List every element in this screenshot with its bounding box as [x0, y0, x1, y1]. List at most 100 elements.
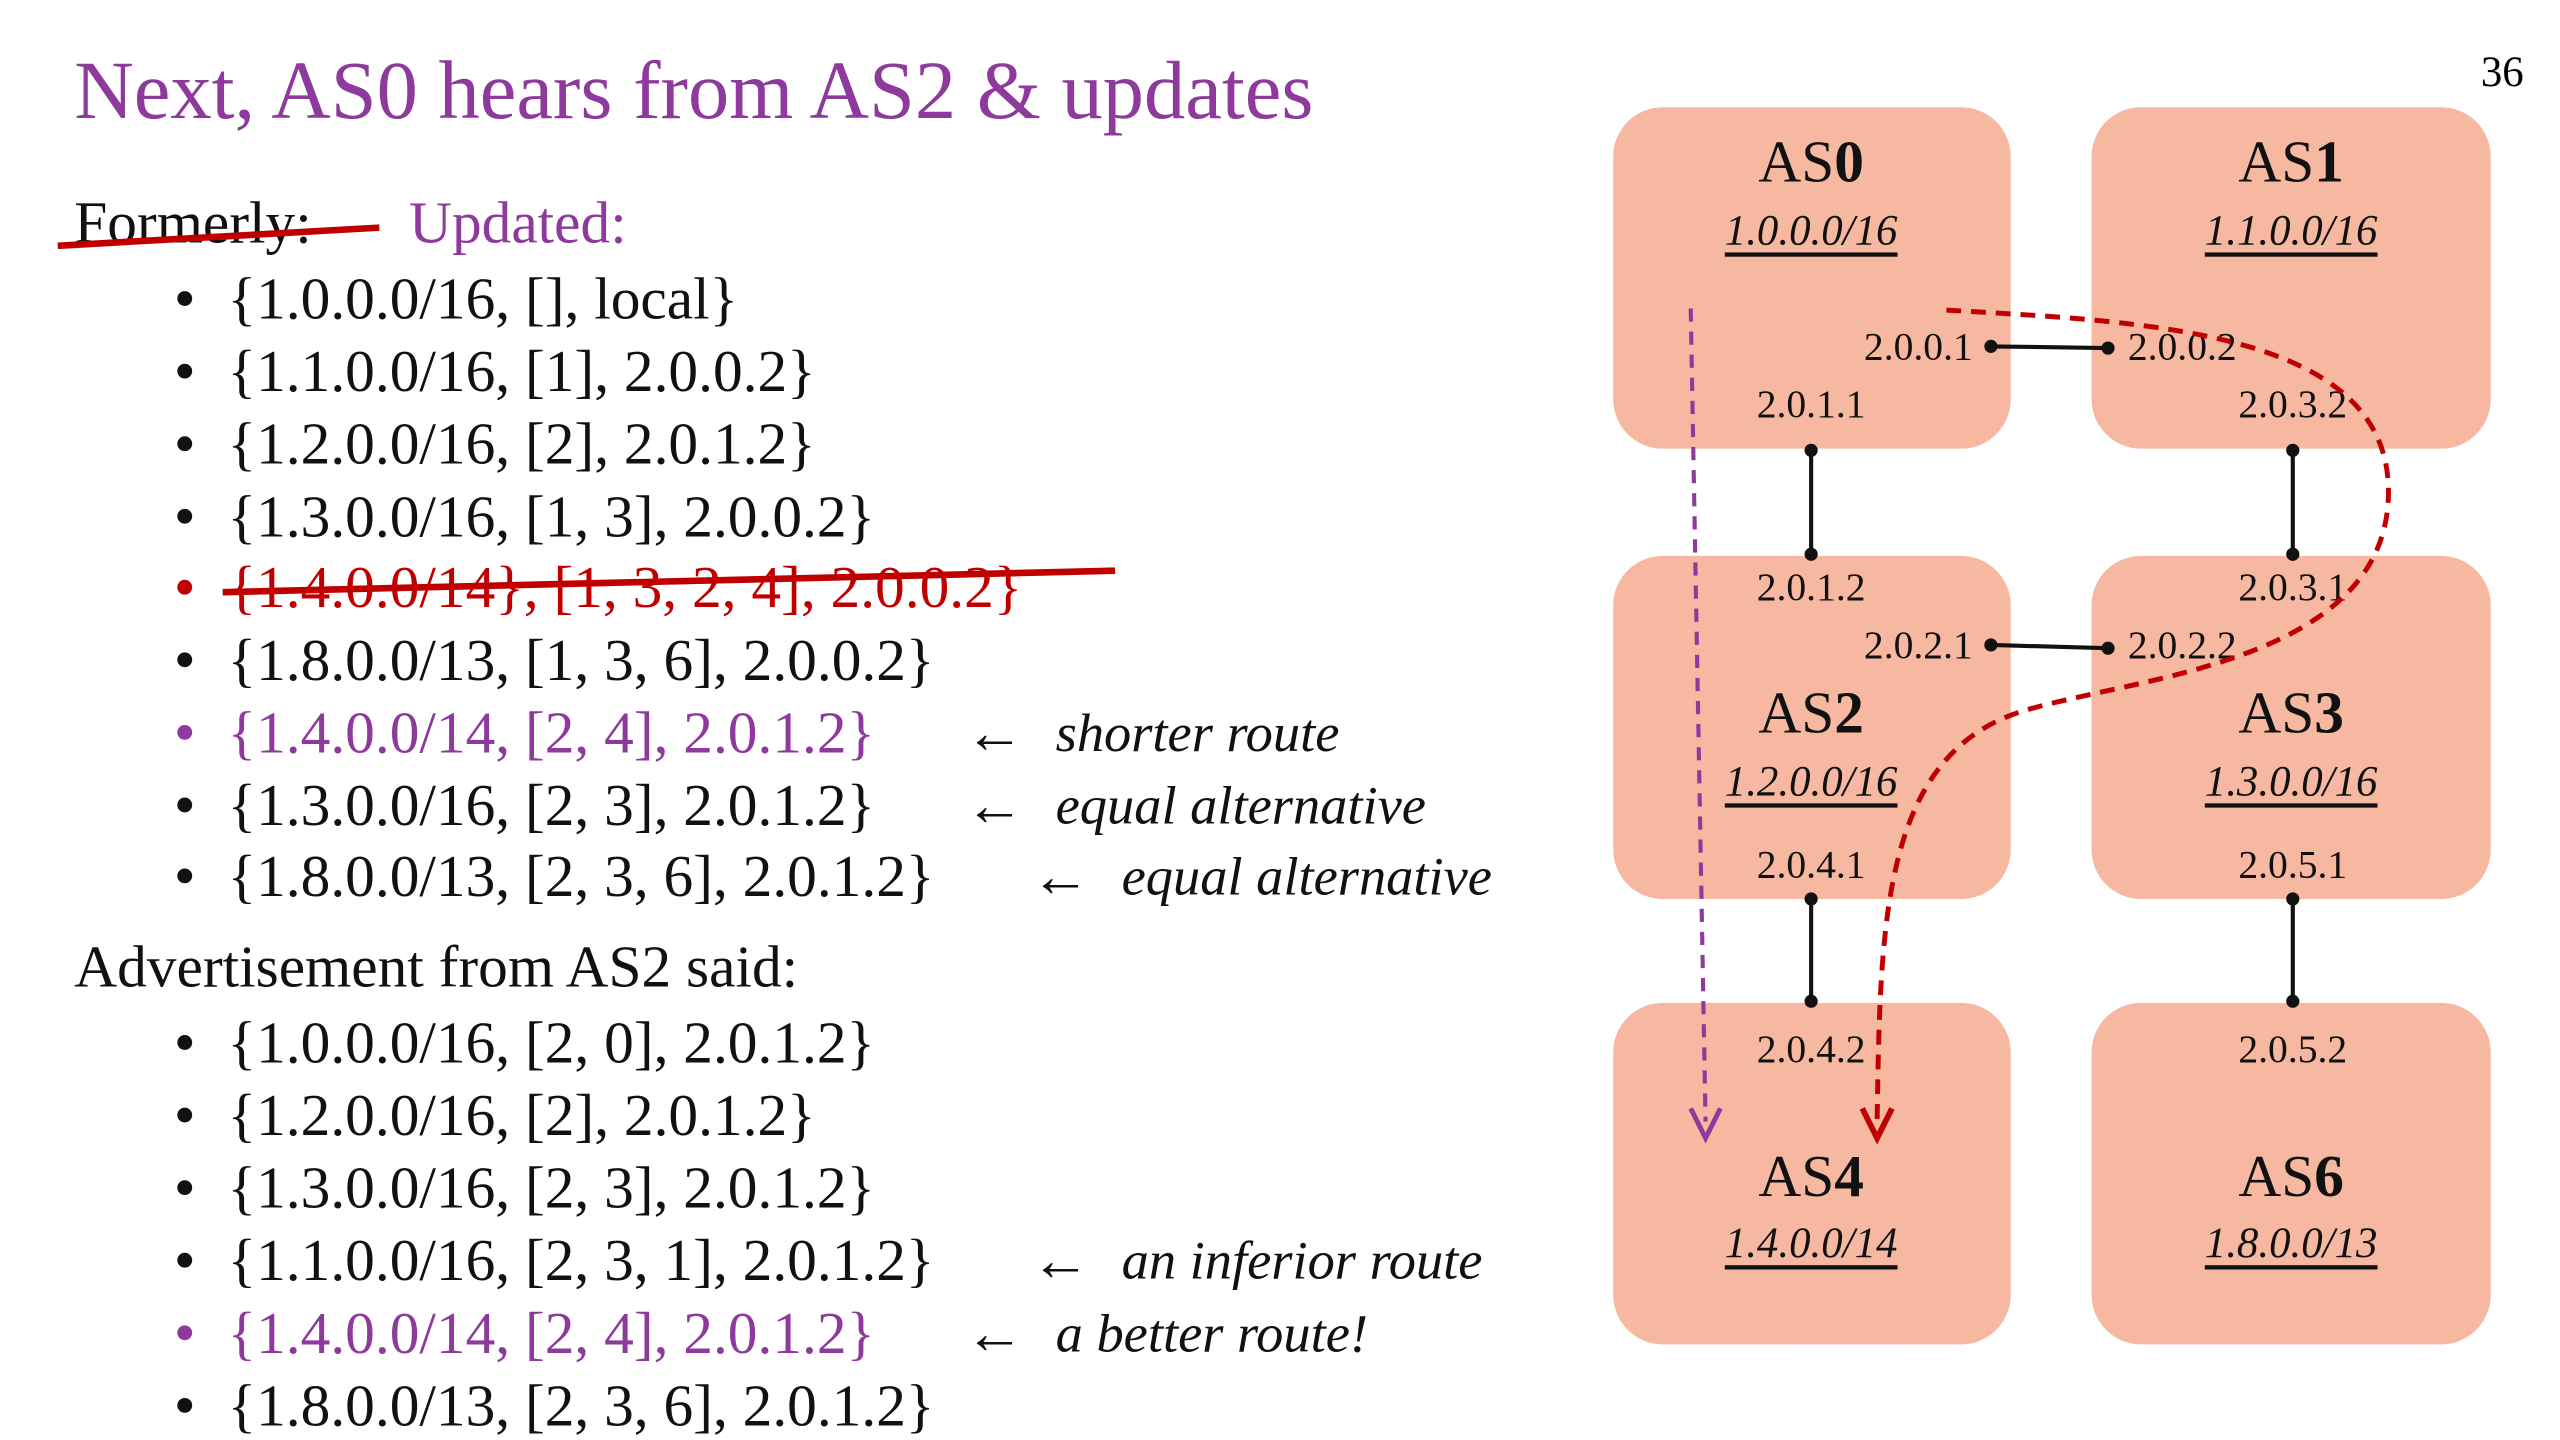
advertisement-heading: Advertisement from AS2 said:: [74, 934, 798, 1000]
link-end: [1804, 892, 1818, 906]
old-route-arrow: [1874, 307, 2391, 1122]
link-end: [2286, 994, 2300, 1008]
route-note: equal alternative: [1122, 845, 1492, 906]
bullet: [177, 652, 193, 668]
bullet: [177, 1107, 193, 1123]
slide-title: Next, AS0 hears from AS2 & updates: [74, 45, 1313, 136]
note-arrow: ←: [1031, 1227, 1090, 1293]
as-number: 6: [2314, 1143, 2344, 1209]
as-name: AS2: [1758, 680, 1864, 746]
interface-label: 2.0.4.1: [1757, 842, 1866, 886]
route-note: an inferior route: [1122, 1230, 1483, 1291]
updated-list: {1.0.0.0/16, [], local} {1.1.0.0/16, [1]…: [177, 266, 1492, 909]
interface-label: 2.0.3.2: [2238, 382, 2347, 426]
route: {1.0.0.0/16, [], local}: [228, 266, 738, 332]
route-new: {1.4.0.0/14, [2, 4], 2.0.1.2}: [228, 1300, 875, 1366]
link-end: [1804, 994, 1818, 1008]
as-name: AS0: [1758, 129, 1864, 195]
route-note: equal alternative: [1056, 774, 1426, 835]
as-prefix: 1.8.0.0/13: [2205, 1220, 2378, 1267]
as-prefix-text: AS: [2238, 680, 2314, 746]
as-number: 0: [1834, 129, 1864, 195]
link-end: [1984, 638, 1998, 652]
as-number: 4: [1834, 1143, 1864, 1209]
advertised-list: {1.0.0.0/16, [2, 0], 2.0.1.2} {1.2.0.0/1…: [177, 1009, 1482, 1438]
network-diagram: AS0 1.0.0.0/16 AS1 1.1.0.0/16 AS2 1.2.0.…: [1613, 107, 2491, 1345]
as-name: AS3: [2238, 680, 2344, 746]
route: {1.8.0.0/13, [2, 3, 6], 2.0.1.2}: [228, 1372, 935, 1438]
arrow-head: [1688, 1107, 1723, 1144]
interface-label: 2.0.5.2: [2238, 1027, 2347, 1071]
as-number: 1: [2314, 129, 2344, 195]
as-prefix-text: AS: [1758, 1143, 1834, 1209]
route: {1.3.0.0/16, [2, 3], 2.0.1.2}: [228, 772, 875, 838]
as-box: [2091, 1002, 2491, 1345]
as-prefix: 1.4.0.0/14: [1725, 1220, 1898, 1267]
bullet: [177, 1325, 193, 1341]
route-note: a better route!: [1056, 1302, 1368, 1363]
as-prefix-text: AS: [2238, 1143, 2314, 1209]
bullet: [177, 1252, 193, 1268]
link-end: [1804, 443, 1818, 457]
link-end: [1984, 339, 1998, 353]
interface-label: 2.0.5.1: [2238, 842, 2347, 886]
strike-line: [222, 567, 1116, 596]
bullet: [177, 579, 193, 595]
as-name: AS1: [2238, 129, 2344, 195]
route: {1.8.0.0/13, [2, 3, 6], 2.0.1.2}: [228, 843, 935, 909]
as-name: AS6: [2238, 1143, 2344, 1209]
page-number: 36: [2481, 49, 2524, 96]
direct-route-arrow: [1688, 308, 1708, 1122]
bullet: [177, 1180, 193, 1196]
link: [1990, 344, 2109, 351]
bullet: [177, 508, 193, 524]
route: {1.3.0.0/16, [1, 3], 2.0.0.2}: [228, 483, 875, 549]
as-box: [2091, 107, 2491, 449]
updated-label: Updated:: [409, 190, 627, 256]
route: {1.2.0.0/16, [2], 2.0.1.2}: [228, 1082, 816, 1148]
as-prefix-text: AS: [1758, 129, 1834, 195]
route: {1.3.0.0/16, [2, 3], 2.0.1.2}: [228, 1155, 875, 1221]
interface-label: 2.0.1.2: [1757, 565, 1866, 609]
link-end: [2101, 641, 2115, 655]
as-number: 2: [1834, 680, 1864, 746]
bullet: [177, 1397, 193, 1413]
interface-label: 2.0.3.1: [2238, 565, 2347, 609]
as-box: [1613, 107, 2011, 449]
route: {1.8.0.0/13, [1, 3, 6], 2.0.0.2}: [228, 627, 935, 693]
bullet: [177, 363, 193, 379]
interface-label: 2.0.1.1: [1757, 382, 1866, 426]
route: {1.1.0.0/16, [2, 3, 1], 2.0.1.2}: [228, 1227, 935, 1293]
as-prefix-text: AS: [2238, 129, 2314, 195]
bullet: [177, 1035, 193, 1050]
as-prefix: 1.1.0.0/16: [2205, 207, 2378, 254]
bullet: [177, 868, 193, 884]
as-box: [1613, 1002, 2011, 1345]
route: {1.2.0.0/16, [2], 2.0.1.2}: [228, 411, 816, 477]
link-end: [1804, 547, 1818, 561]
as-number: 3: [2314, 680, 2344, 746]
as-prefix: 1.3.0.0/16: [2205, 758, 2378, 805]
route: {1.0.0.0/16, [2, 0], 2.0.1.2}: [228, 1009, 875, 1075]
interface-label: 2.0.4.2: [1757, 1027, 1866, 1071]
link-end: [2286, 443, 2300, 457]
arrow-head: [1859, 1107, 1895, 1145]
as-prefix: 1.2.0.0/16: [1725, 758, 1898, 805]
interface-label: 2.0.2.1: [1864, 623, 1973, 667]
as-box: [2091, 555, 2491, 899]
route: {1.1.0.0/16, [1], 2.0.0.2}: [228, 338, 816, 404]
note-arrow: ←: [965, 1300, 1024, 1366]
interface-label: 2.0.0.1: [1864, 324, 1973, 368]
link: [1990, 642, 2109, 651]
link-end: [2286, 892, 2300, 906]
bullet: [177, 797, 193, 813]
as-prefix: 1.0.0.0/16: [1725, 207, 1898, 254]
bullet: [177, 436, 193, 452]
note-arrow: ←: [1031, 843, 1090, 909]
as-name: AS4: [1758, 1143, 1864, 1209]
route-note: shorter route: [1056, 702, 1340, 763]
interface-label: 2.0.2.2: [2128, 623, 2237, 667]
